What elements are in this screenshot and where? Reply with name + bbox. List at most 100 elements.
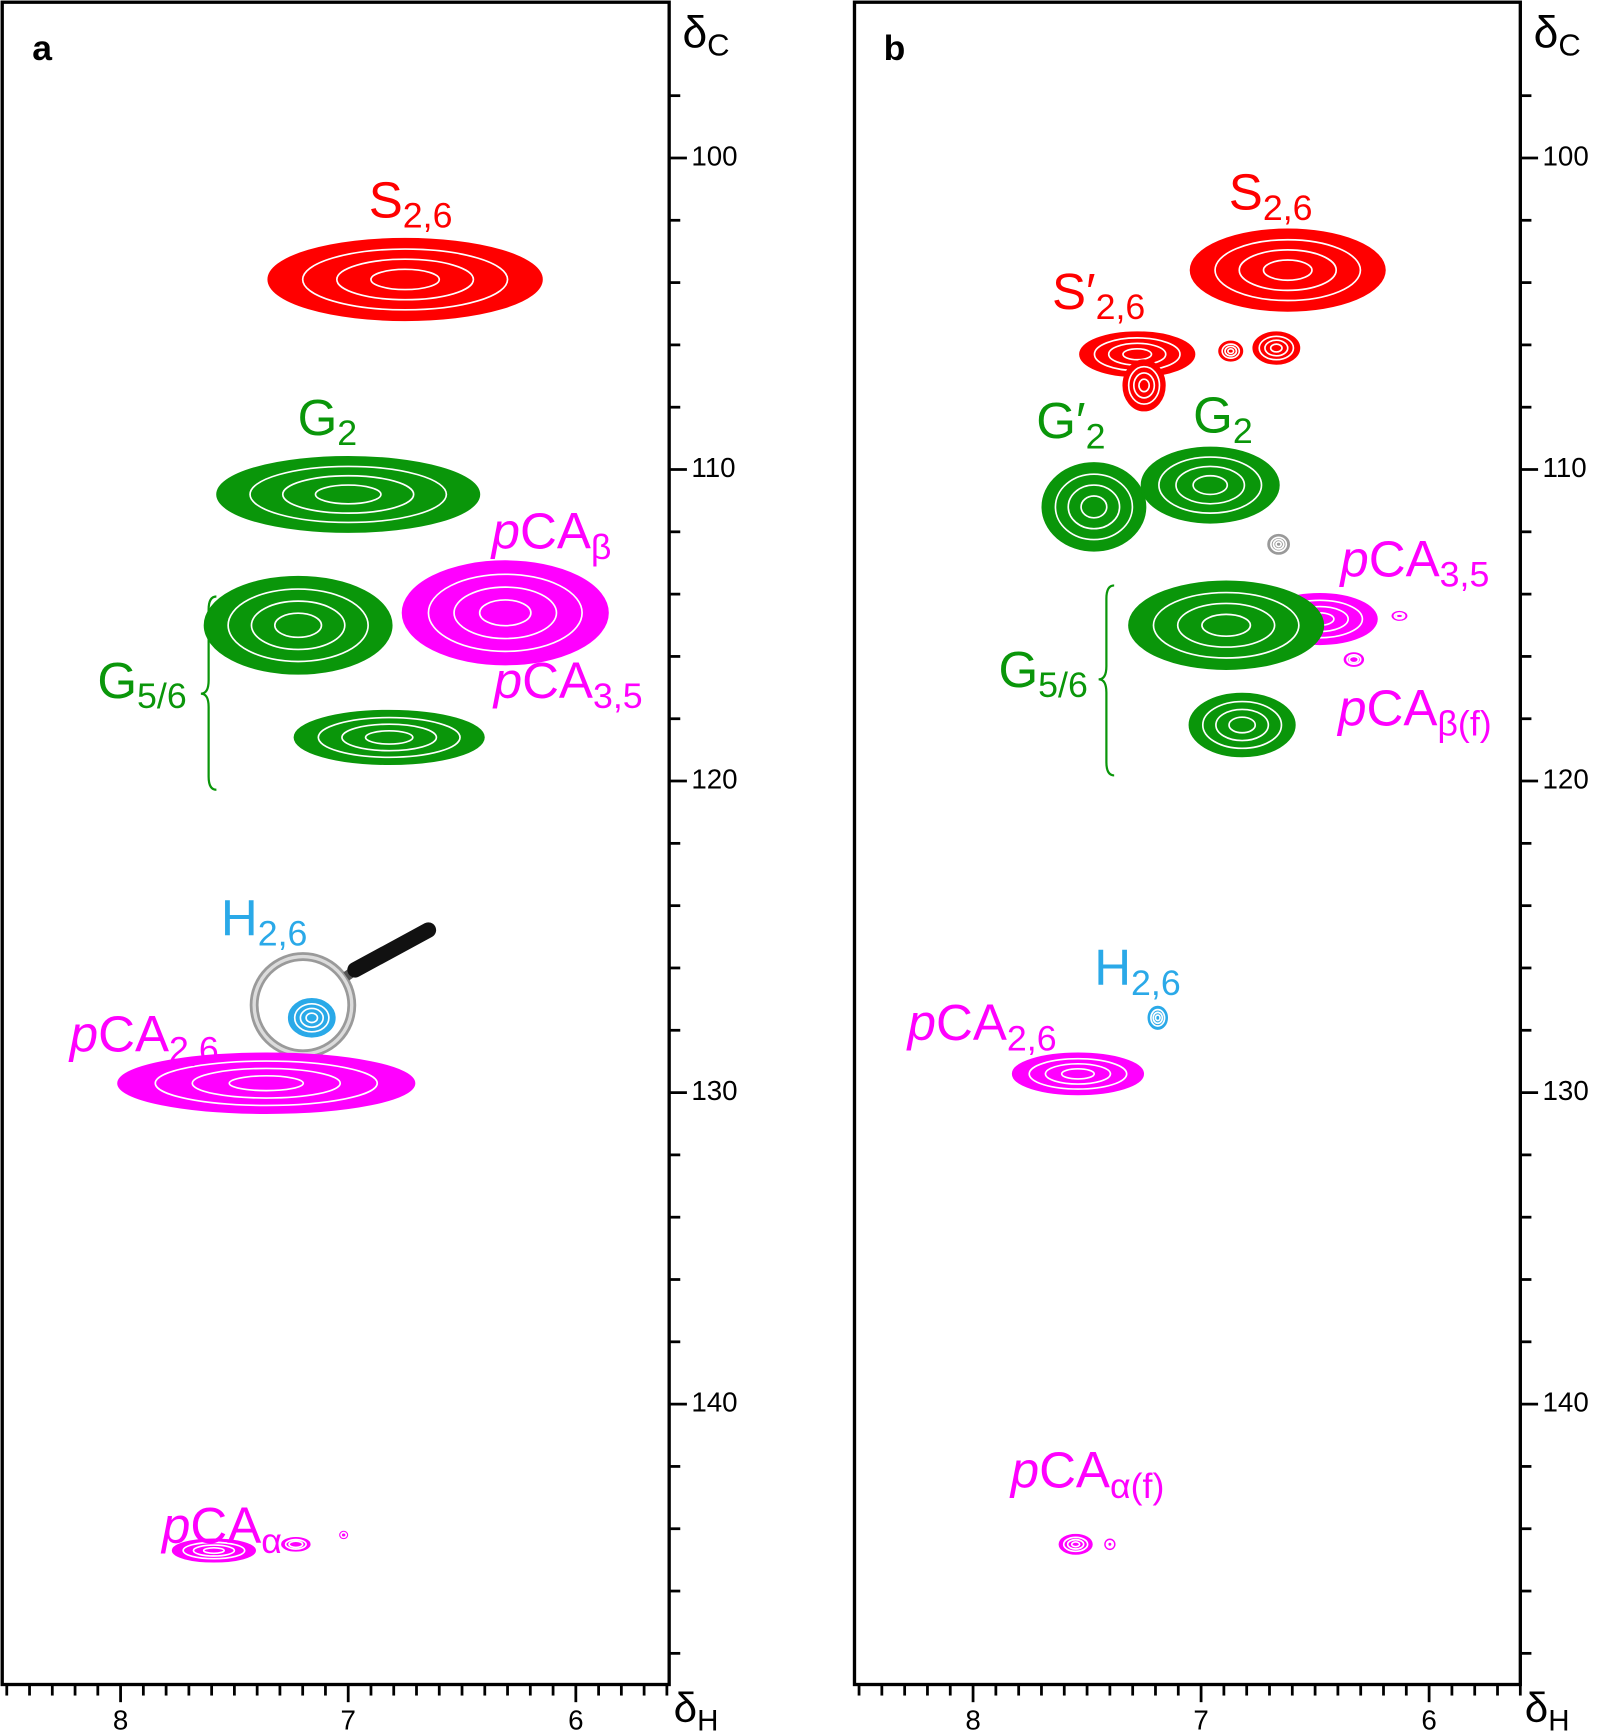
contour-ring	[1214, 238, 1362, 302]
peak-label: H2,6	[1094, 940, 1181, 1004]
contour-ring	[1201, 700, 1283, 750]
contour-ring	[317, 716, 461, 759]
peak	[1041, 462, 1147, 552]
peak	[203, 575, 393, 675]
contour-ring	[1122, 347, 1153, 361]
peak-label-main: CA	[1039, 1442, 1110, 1499]
x-axis-label-sub: H	[697, 1705, 718, 1732]
contour-ring	[1264, 339, 1289, 357]
contour-ring	[1132, 372, 1156, 399]
contour-ring	[314, 484, 382, 505]
peak-label: pCA3,5	[492, 652, 643, 716]
peak-label-italic: p	[1338, 531, 1368, 588]
x-axis-label-main: δ	[674, 1684, 697, 1731]
contour-ring	[299, 1007, 325, 1028]
peak-label: G2	[298, 389, 358, 453]
contour-ring	[1227, 347, 1235, 355]
y-tick-label: 110	[691, 452, 735, 483]
peak-label-sub: α	[261, 1522, 282, 1562]
peak-label-italic: p	[490, 503, 520, 560]
peak-label: G′2	[1036, 393, 1105, 457]
peak-label-italic: p	[1009, 1442, 1039, 1499]
peak-label-main: S	[1229, 164, 1263, 221]
y-tick-label: 120	[691, 763, 737, 794]
contour-ring	[1192, 474, 1229, 496]
y-tick-label: 140	[1543, 1386, 1589, 1417]
contour-ring	[1028, 1057, 1128, 1090]
contour-ring	[1054, 473, 1134, 541]
peak-label: pCAα(f)	[1009, 1442, 1165, 1506]
x-tick-label: 8	[113, 1704, 128, 1732]
contour-ring	[1238, 249, 1338, 292]
contour-ring	[1269, 343, 1283, 353]
contour-ring	[364, 729, 414, 745]
contour-ring	[1138, 378, 1151, 393]
x-axis-label-sub: H	[1548, 1705, 1569, 1732]
contour-ring	[1044, 1062, 1112, 1085]
plot-frame	[852, 0, 1522, 1687]
contour-ring	[1395, 613, 1404, 619]
peak-label-sub: 2,6	[169, 1030, 219, 1070]
contour-ring	[1106, 1541, 1113, 1548]
peak-label-sub: 3,5	[1440, 555, 1490, 595]
peak-label-main: G	[1193, 387, 1233, 444]
y-axis-label-sub: C	[707, 28, 729, 63]
peak-label-sub: 2,6	[1131, 964, 1181, 1004]
peak-label-sub: 2	[1233, 411, 1253, 451]
peak-label: pCAβ	[490, 503, 612, 567]
contour-ring	[1228, 716, 1257, 734]
peak-label-italic: p	[68, 1006, 98, 1063]
contour-ring	[1270, 536, 1288, 553]
contour-ring	[1224, 345, 1238, 357]
peak-label: S2,6	[369, 172, 453, 236]
peak-label-main: CA	[1369, 531, 1440, 588]
contour-ring	[301, 248, 509, 311]
peak-label-main: CA	[98, 1006, 169, 1063]
peak-label-sub: 5/6	[137, 677, 187, 717]
peak-label-sub: α(f)	[1110, 1466, 1164, 1506]
peak-label-sub: 5/6	[1038, 666, 1088, 706]
contour-ring	[1067, 484, 1121, 530]
contour-ring	[427, 573, 583, 653]
x-tick-label: 6	[1421, 1704, 1436, 1732]
peak-label: pCA2,6	[68, 1006, 219, 1070]
peak-label-main: CA	[190, 1497, 261, 1554]
contour-ring	[191, 1067, 342, 1099]
peak-label: pCA2,6	[906, 995, 1057, 1059]
y-axis-label: δC	[682, 8, 729, 63]
peak-label-main: H	[1094, 940, 1131, 997]
peak-label-sub: 2,6	[403, 196, 453, 236]
peak	[1011, 1052, 1145, 1096]
contour-ring	[478, 599, 532, 627]
peak-label-sub: 2,6	[1096, 288, 1146, 328]
contour-ring	[1152, 591, 1300, 659]
contour-ring	[154, 1060, 379, 1107]
y-tick-label: 100	[691, 140, 737, 171]
contour-ring	[250, 600, 346, 651]
peak-label-main: G	[998, 641, 1038, 698]
contour-ring	[227, 588, 369, 663]
peak-label-italic: p	[1336, 680, 1366, 737]
contour-ring	[1221, 343, 1241, 359]
peak	[1188, 692, 1296, 758]
peak-label-sub: 2	[337, 414, 357, 454]
peak-label-main: G′	[1036, 393, 1085, 450]
contour-ring	[1062, 1536, 1089, 1553]
contour-ring	[1105, 1539, 1115, 1549]
peak-label: pCAβ(f)	[1336, 680, 1492, 744]
peak-label-main: CA	[936, 995, 1007, 1052]
y-axis-label-sub: C	[1558, 28, 1580, 63]
peak-label-sub: 3,5	[593, 677, 643, 717]
contour-ring	[341, 723, 438, 752]
peak-label-sub: β(f)	[1437, 704, 1491, 744]
x-axis-label-main: δ	[1525, 1684, 1548, 1731]
contour-ring	[1201, 613, 1252, 638]
peak-label-italic: p	[906, 995, 936, 1052]
contour-ring	[1262, 259, 1313, 282]
contour-ring	[273, 612, 323, 639]
peak-label: H2,6	[221, 890, 308, 954]
contour-ring	[281, 474, 415, 514]
